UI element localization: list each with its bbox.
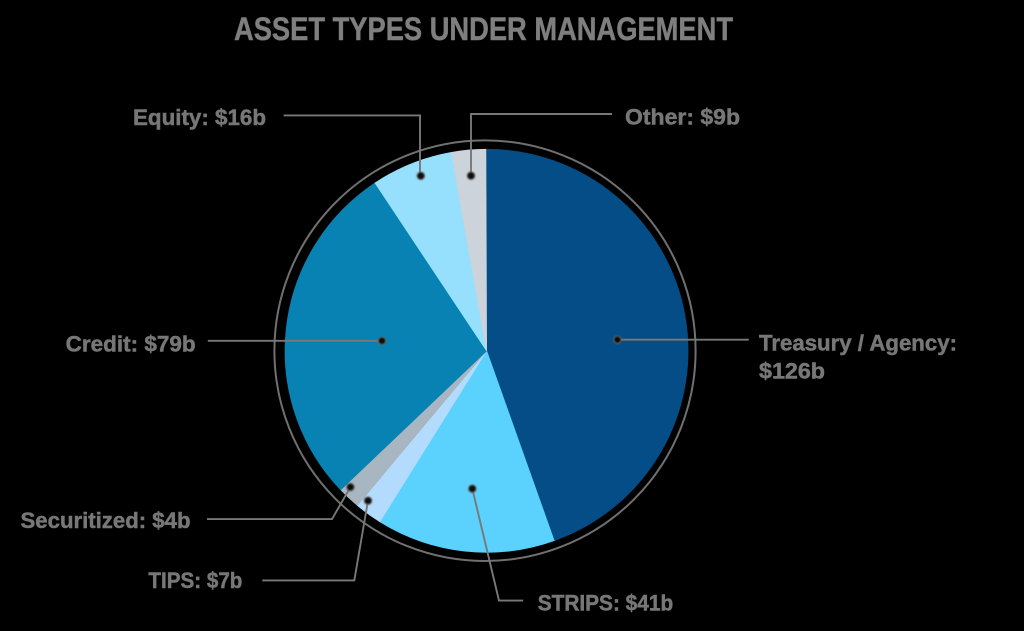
svg-text:Other: $9b: Other: $9b bbox=[625, 105, 740, 130]
svg-text:Equity: $16b: Equity: $16b bbox=[133, 105, 266, 130]
svg-text:Credit: $79b: Credit: $79b bbox=[66, 331, 196, 356]
svg-text:Treasury / Agency:: Treasury / Agency: bbox=[759, 331, 957, 356]
svg-text:$126b: $126b bbox=[759, 359, 825, 384]
svg-text:ASSET TYPES UNDER MANAGEMENT: ASSET TYPES UNDER MANAGEMENT bbox=[234, 11, 733, 47]
svg-text:TIPS: $7b: TIPS: $7b bbox=[148, 568, 242, 593]
svg-text:STRIPS: $41b: STRIPS: $41b bbox=[538, 591, 674, 616]
svg-text:Securitized: $4b: Securitized: $4b bbox=[21, 508, 191, 533]
